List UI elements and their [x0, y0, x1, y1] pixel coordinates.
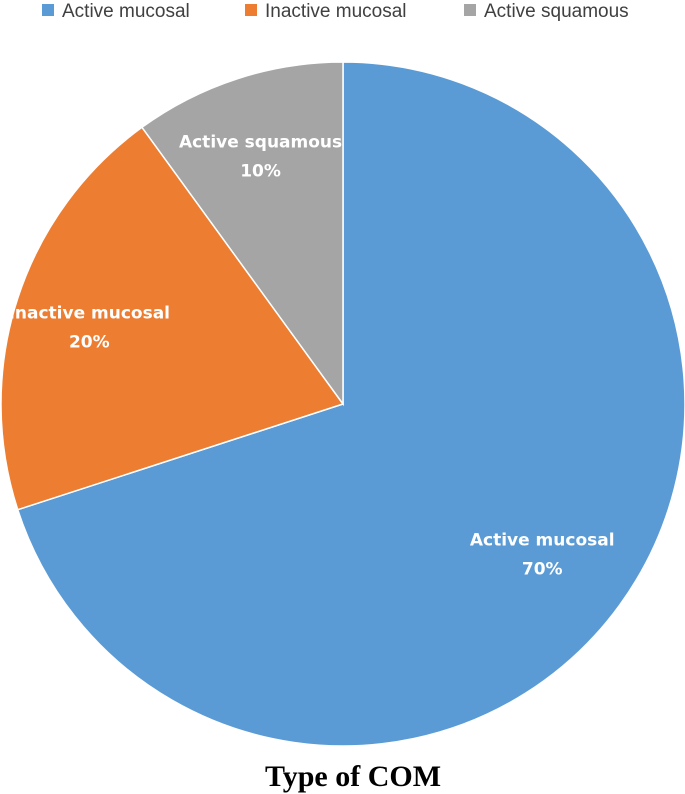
- slice-label-category: Active squamous: [179, 132, 342, 152]
- legend-label: Active mucosal: [62, 1, 190, 22]
- pie-slice-active-squamous: [140, 61, 344, 407]
- legend-label: Inactive mucosal: [265, 1, 407, 22]
- slice-label-value: 70%: [522, 560, 563, 580]
- legend-swatch: [464, 4, 476, 16]
- legend-item-active-mucosal: Active mucosal: [42, 1, 190, 22]
- slice-labels: Active mucosal 70% Inactive mucosal 20% Acti…: [9, 132, 615, 579]
- legend-swatch: [245, 4, 257, 16]
- pie-slices: [0, 61, 685, 747]
- slice-label-category: Inactive mucosal: [9, 304, 170, 324]
- legend: Active mucosal Inactive mucosal Active squ…: [42, 1, 629, 22]
- slice-label-value: 10%: [240, 161, 281, 181]
- pie-slice-active-mucosal: [16, 61, 685, 747]
- chart-title: Type of COM: [265, 760, 441, 793]
- legend-label: Active squamous: [484, 1, 629, 22]
- pie-slice-inactive-mucosal: [0, 126, 345, 511]
- slice-label-value: 20%: [69, 333, 110, 353]
- legend-item-inactive-mucosal: Inactive mucosal: [245, 1, 407, 22]
- legend-swatch: [42, 4, 54, 16]
- legend-item-active-squamous: Active squamous: [464, 1, 629, 22]
- slice-label-category: Active mucosal: [470, 531, 615, 551]
